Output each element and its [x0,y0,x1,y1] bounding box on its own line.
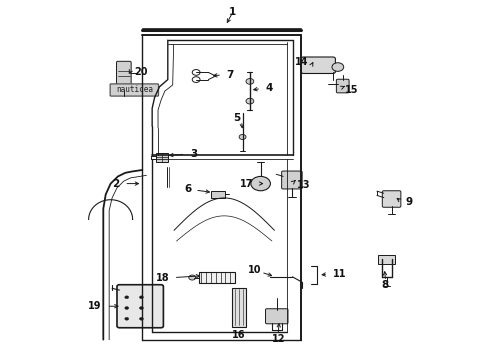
Text: 17: 17 [240,179,254,189]
Text: 11: 11 [333,269,346,279]
Text: 14: 14 [294,57,308,67]
Text: 10: 10 [248,265,262,275]
Circle shape [125,318,129,320]
FancyBboxPatch shape [266,309,288,324]
Text: 1: 1 [229,7,236,17]
FancyBboxPatch shape [282,171,302,189]
FancyBboxPatch shape [211,191,225,198]
Text: 16: 16 [232,330,246,340]
Text: 6: 6 [184,184,191,194]
FancyBboxPatch shape [232,288,246,327]
FancyBboxPatch shape [117,61,131,91]
Circle shape [246,78,254,84]
Text: 4: 4 [266,83,273,93]
Text: 3: 3 [190,149,197,159]
FancyBboxPatch shape [378,255,395,264]
Circle shape [239,134,246,139]
Circle shape [251,176,270,191]
FancyBboxPatch shape [198,272,235,283]
Text: 2: 2 [112,179,119,189]
Text: 9: 9 [406,197,413,207]
Text: 13: 13 [297,180,311,190]
Circle shape [189,275,196,280]
Circle shape [140,307,144,310]
Text: 5: 5 [234,113,241,123]
Circle shape [125,307,129,310]
Circle shape [140,318,144,320]
Text: 12: 12 [271,333,285,343]
FancyBboxPatch shape [117,285,163,328]
FancyBboxPatch shape [382,191,401,207]
Text: 19: 19 [88,301,102,311]
FancyBboxPatch shape [301,57,335,73]
Circle shape [246,98,254,104]
Circle shape [125,296,129,299]
Circle shape [140,296,144,299]
Text: 7: 7 [226,70,234,80]
Text: nauticea: nauticea [116,85,153,94]
Text: 20: 20 [134,67,147,77]
Text: 18: 18 [156,273,169,283]
Circle shape [332,63,343,71]
FancyBboxPatch shape [156,153,168,162]
Text: 8: 8 [382,280,389,290]
FancyBboxPatch shape [336,79,349,93]
Text: 15: 15 [344,85,358,95]
FancyBboxPatch shape [110,84,159,96]
